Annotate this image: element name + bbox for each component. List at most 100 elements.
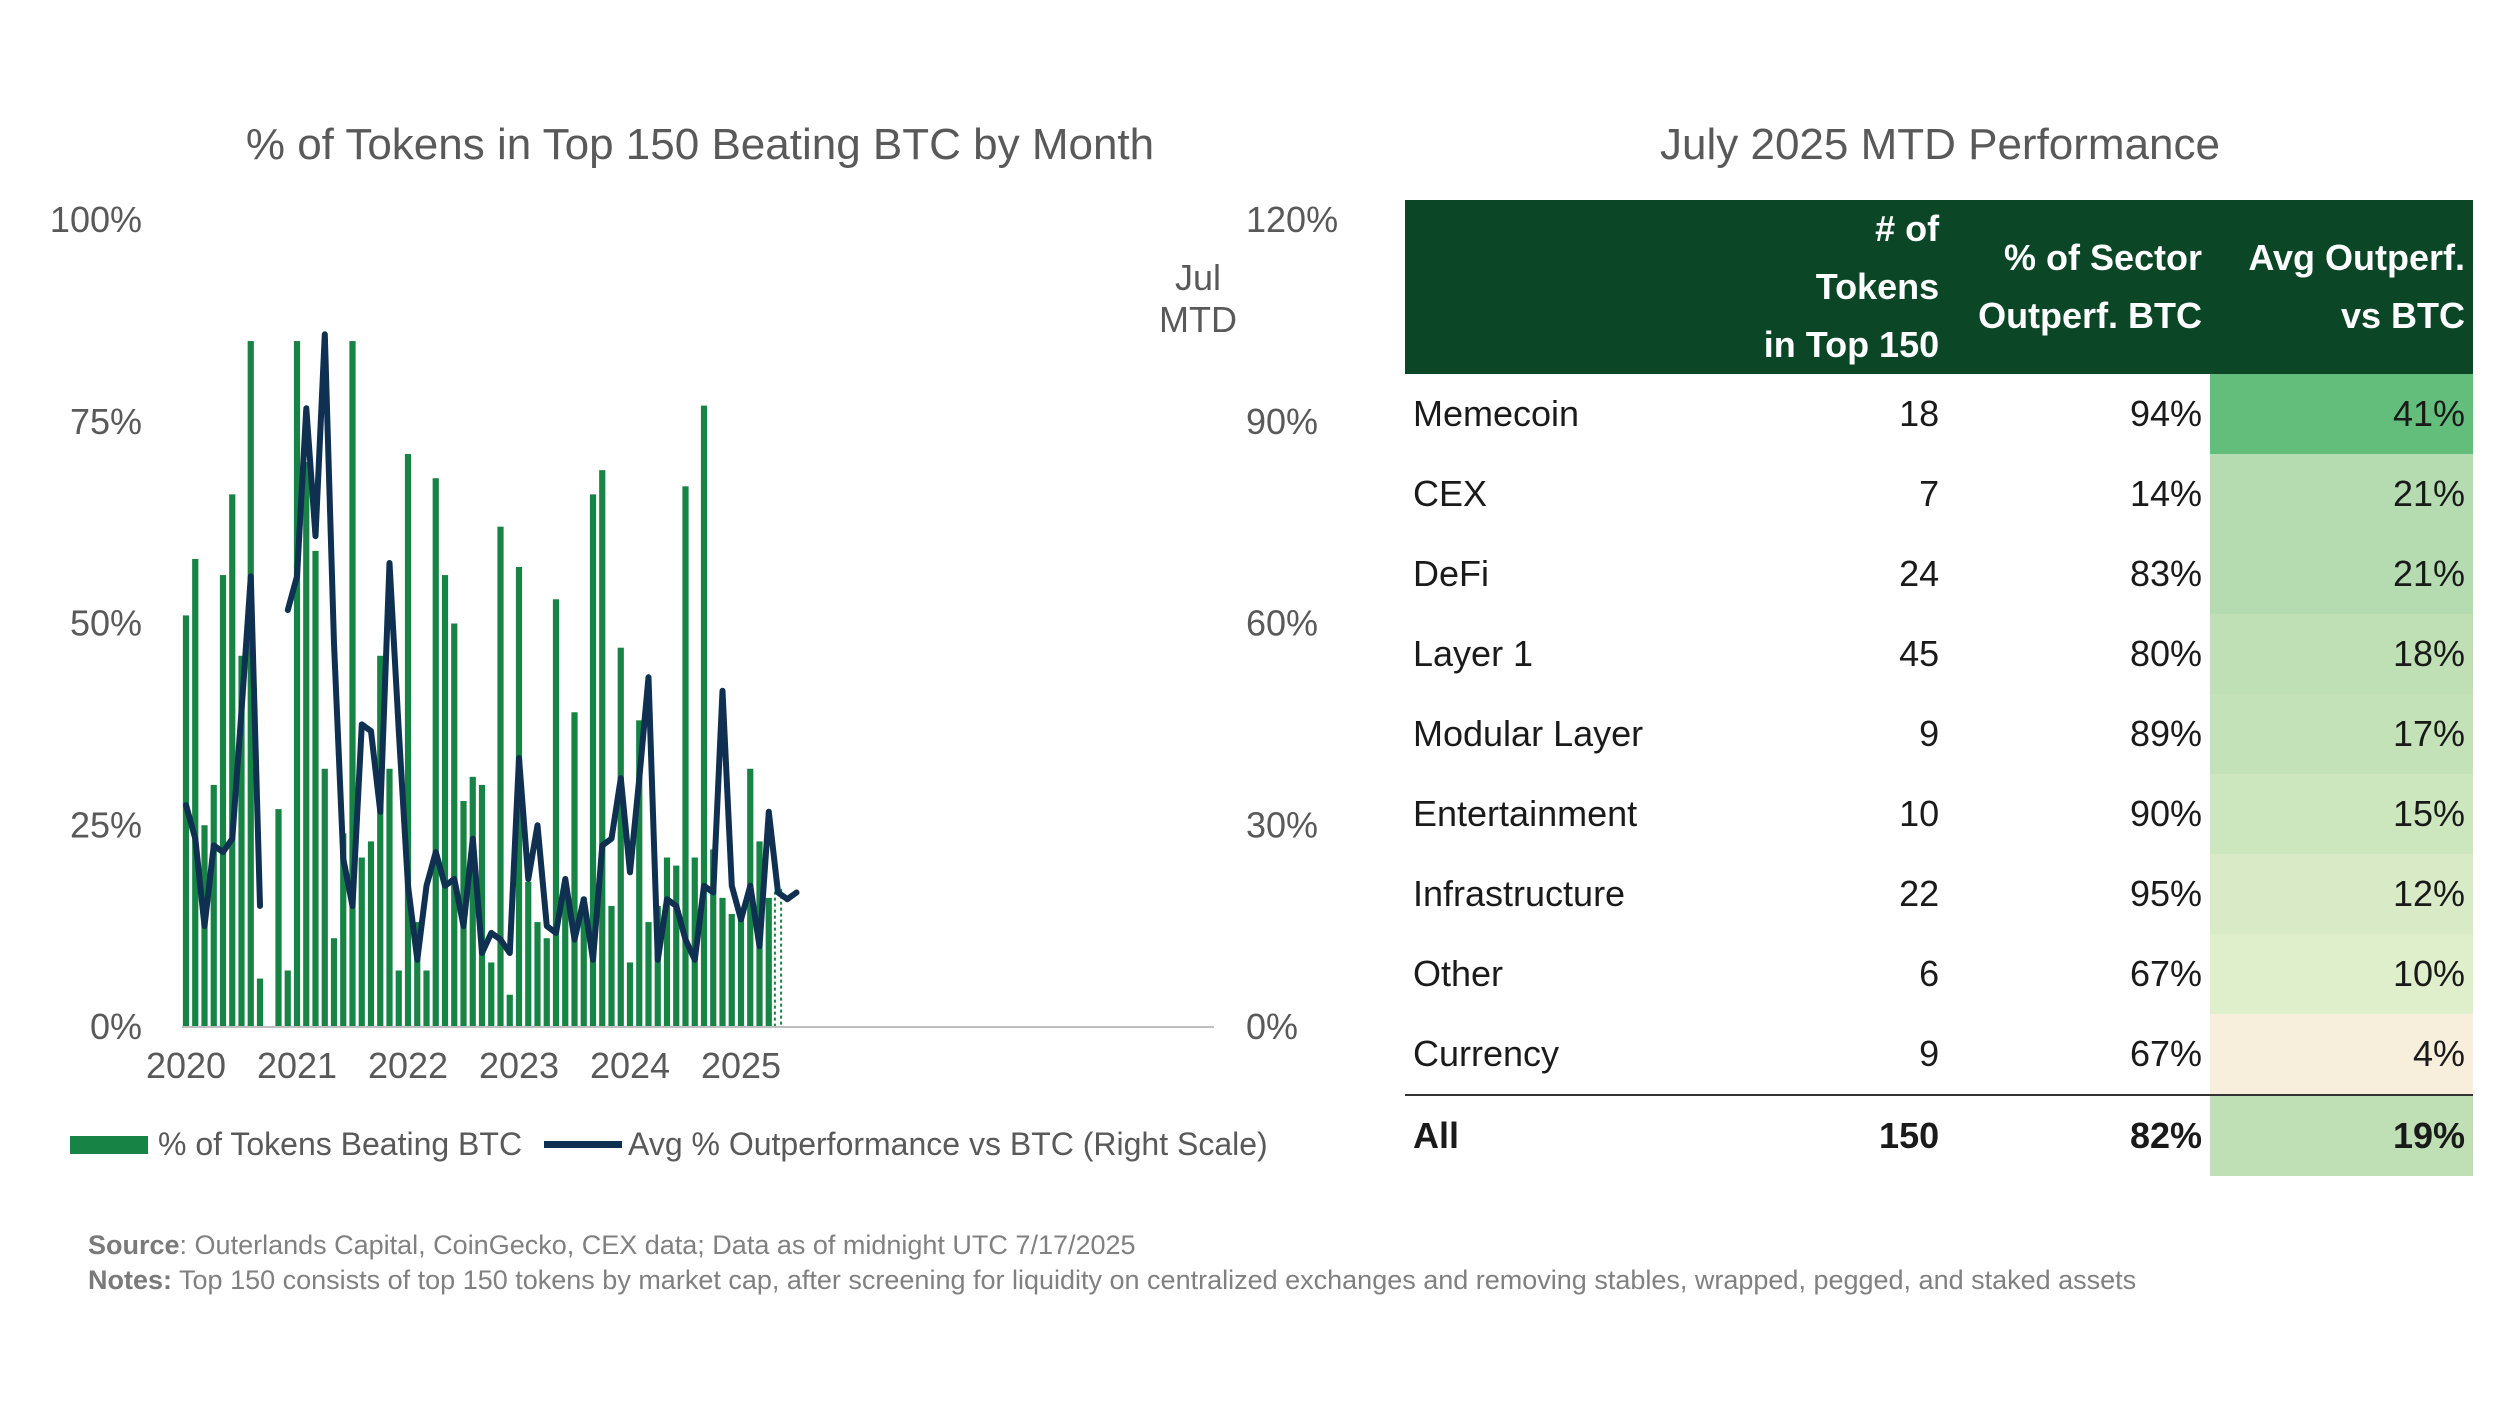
- table-row: Modular Layer 9 89% 17%: [1405, 694, 2473, 774]
- chart-title: % of Tokens in Top 150 Beating BTC by Mo…: [245, 120, 1155, 169]
- cell-sector: Other: [1413, 953, 1504, 994]
- bar: [682, 486, 689, 1027]
- axes: 0% 25% 50% 75% 100% 0% 30% 60% 90% 120% 2020 2021 20…: [50, 199, 1338, 1086]
- bar: [414, 922, 421, 1027]
- legend-item-line: Avg % Outperformance vs BTC (Right Scale…: [544, 1126, 1268, 1163]
- legend-item-bars: % of Tokens Beating BTC: [70, 1126, 522, 1163]
- bar: [293, 341, 301, 1027]
- cell-sector: Modular Layer: [1413, 713, 1644, 754]
- bar: [608, 905, 615, 1027]
- table-header-row: # of Tokens in Top 150 % of Sector Outperf…: [1405, 200, 2473, 374]
- cell-tokens: 45: [1899, 633, 1940, 674]
- cell-pct: 67%: [2129, 1033, 2203, 1074]
- x-tick-label: 2023: [479, 1045, 559, 1086]
- cell-avg: 18%: [2210, 614, 2473, 694]
- bar: [617, 647, 624, 1027]
- cell-pct: 80%: [2129, 633, 2203, 674]
- left-tick-label: 0%: [90, 1006, 142, 1047]
- bar: [589, 494, 597, 1027]
- bar: [256, 978, 264, 1027]
- bar: [275, 809, 282, 1027]
- bar: [192, 558, 199, 1027]
- bar: [441, 575, 449, 1027]
- table-title: July 2025 MTD Performance: [1660, 120, 2220, 169]
- bar: [229, 494, 236, 1027]
- bar-line-chart: 0% 25% 50% 75% 100% 0% 30% 60% 90% 120% 2020 2021 20…: [50, 199, 1338, 1086]
- bar: [367, 841, 375, 1027]
- header-avg-outperf: Avg Outperf. vs BTC: [2210, 200, 2473, 374]
- cell-avg: 41%: [2210, 374, 2473, 454]
- bar: [488, 962, 495, 1027]
- bar: [321, 768, 328, 1027]
- left-tick-label: 75%: [70, 401, 142, 442]
- bar: [451, 623, 458, 1027]
- bar-series: [182, 341, 783, 1028]
- bar: [377, 655, 384, 1027]
- cell-tokens: 10: [1899, 793, 1940, 834]
- bar: [765, 897, 772, 1027]
- cell-tokens: 18: [1899, 393, 1940, 434]
- cell-pct: 94%: [2129, 393, 2203, 434]
- table-row: Layer 1 45 80% 18%: [1405, 614, 2473, 694]
- bar: [182, 615, 190, 1027]
- cell-avg: 4%: [2210, 1014, 2473, 1095]
- bar: [773, 888, 783, 1028]
- bar: [737, 914, 745, 1027]
- bar: [386, 768, 393, 1027]
- bar: [636, 720, 643, 1027]
- bar: [312, 550, 319, 1027]
- legend-line-swatch: [544, 1141, 623, 1148]
- bar: [340, 833, 347, 1027]
- bar: [303, 462, 310, 1028]
- cell-tokens: 7: [1919, 473, 1940, 514]
- legend-line-label: Avg % Outperformance vs BTC (Right Scale…: [628, 1126, 1268, 1162]
- cell-sector: CEX: [1413, 473, 1488, 514]
- bar: [599, 470, 606, 1027]
- right-tick-label: 30%: [1246, 804, 1318, 845]
- cell-pct: 83%: [2129, 553, 2203, 594]
- right-tick-label: 90%: [1246, 401, 1318, 442]
- table-row: Other 6 67% 10%: [1405, 934, 2473, 1014]
- cell-tokens: 24: [1899, 553, 1940, 594]
- cell-sector: Entertainment: [1413, 793, 1638, 834]
- line-segment: [183, 573, 263, 930]
- x-tick-label: 2020: [146, 1045, 226, 1086]
- header-pct-sector: % of Sector Outperf. BTC: [1947, 200, 2211, 374]
- bar: [423, 970, 430, 1027]
- cell-sector: DeFi: [1413, 553, 1490, 594]
- bar: [580, 897, 587, 1027]
- bar: [543, 938, 550, 1027]
- cell-pct: 89%: [2129, 713, 2203, 754]
- bar: [469, 776, 476, 1027]
- header-tokens: # of Tokens in Top 150: [1739, 200, 1948, 374]
- cell-sector: Layer 1: [1413, 633, 1534, 674]
- bar: [719, 897, 726, 1027]
- cell-pct: 90%: [2129, 793, 2203, 834]
- table-row: Infrastructure 22 95% 12%: [1405, 854, 2473, 934]
- bar: [552, 599, 560, 1027]
- table-row: DeFi 24 83% 21%: [1405, 534, 2473, 614]
- cell-avg: 15%: [2210, 774, 2473, 854]
- notes-line: Notes: Top 150 consists of top 150 token…: [88, 1265, 2137, 1295]
- cell-tokens: 22: [1899, 873, 1940, 914]
- bar: [358, 857, 365, 1027]
- bar: [432, 478, 439, 1027]
- annotation-label: Jul: [1175, 257, 1221, 298]
- table-row: Entertainment 10 90% 15%: [1405, 774, 2473, 854]
- left-tick-label: 25%: [70, 804, 142, 845]
- bar: [673, 865, 680, 1027]
- table-row: CEX 7 14% 21%: [1405, 454, 2473, 534]
- bar: [645, 922, 652, 1027]
- cell-tokens: 150: [1739, 1094, 1948, 1176]
- bar: [700, 405, 708, 1027]
- table-total-row: All 150 82% 19%: [1405, 1094, 2473, 1176]
- cell-avg: 12%: [2210, 854, 2473, 934]
- cell-avg: 17%: [2210, 694, 2473, 774]
- cell-tokens: 6: [1919, 953, 1940, 994]
- table-row: Memecoin 18 94% 41%: [1405, 374, 2473, 454]
- bar: [710, 849, 717, 1027]
- bar: [349, 341, 356, 1027]
- header-sector: [1405, 200, 1740, 374]
- bar: [238, 655, 245, 1027]
- bar: [534, 922, 541, 1027]
